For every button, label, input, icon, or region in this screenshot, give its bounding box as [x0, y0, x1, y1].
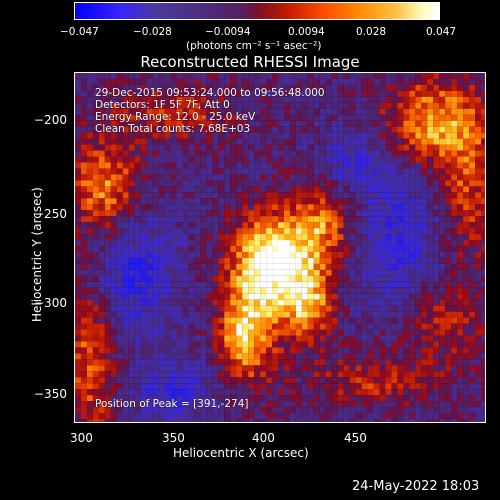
clean-counts-text: Clean Total counts: 7.68E+03	[95, 123, 251, 135]
x-tick-label: 400	[252, 431, 275, 445]
peak-position-text: Position of Peak = [391,-274]	[95, 398, 249, 410]
x-axis-label: Heliocentric X (arcsec)	[173, 446, 309, 460]
energy-range-text: Energy Range: 12.0 - 25.0 keV	[95, 111, 256, 123]
x-tick-label: 300	[70, 431, 93, 445]
y-tick-label: −300	[34, 296, 67, 310]
image-panel	[74, 72, 486, 423]
plot-title: Reconstructed RHESSI Image	[140, 53, 360, 71]
colorbar-tick: 0.028	[356, 26, 387, 38]
x-tick-label: 350	[162, 431, 185, 445]
colorbar	[74, 2, 440, 20]
colorbar-tick: −0.028	[133, 26, 172, 38]
time-range-text: 29-Dec-2015 09:53:24.000 to 09:56:48.000	[95, 87, 325, 99]
y-tick-label: −350	[34, 387, 67, 401]
colorbar-tick: −0.047	[60, 26, 99, 38]
timestamp: 24-May-2022 18:03	[352, 479, 480, 494]
detectors-text: Detectors: 1F 5F 7F, Att 0	[95, 99, 230, 111]
y-axis-label: Heliocentric Y (arcsec)	[30, 187, 44, 322]
colorbar-tick: 0.047	[426, 26, 457, 38]
y-tick-label: −200	[34, 113, 67, 127]
x-tick-label: 450	[344, 431, 367, 445]
hxr-image	[75, 73, 485, 422]
y-tick-label: −250	[34, 207, 67, 221]
colorbar-tick: −0.0094	[205, 26, 251, 38]
colorbar-unit-label: (photons cm⁻² s⁻¹ asec⁻²)	[186, 40, 322, 52]
colorbar-tick: 0.0094	[288, 26, 325, 38]
